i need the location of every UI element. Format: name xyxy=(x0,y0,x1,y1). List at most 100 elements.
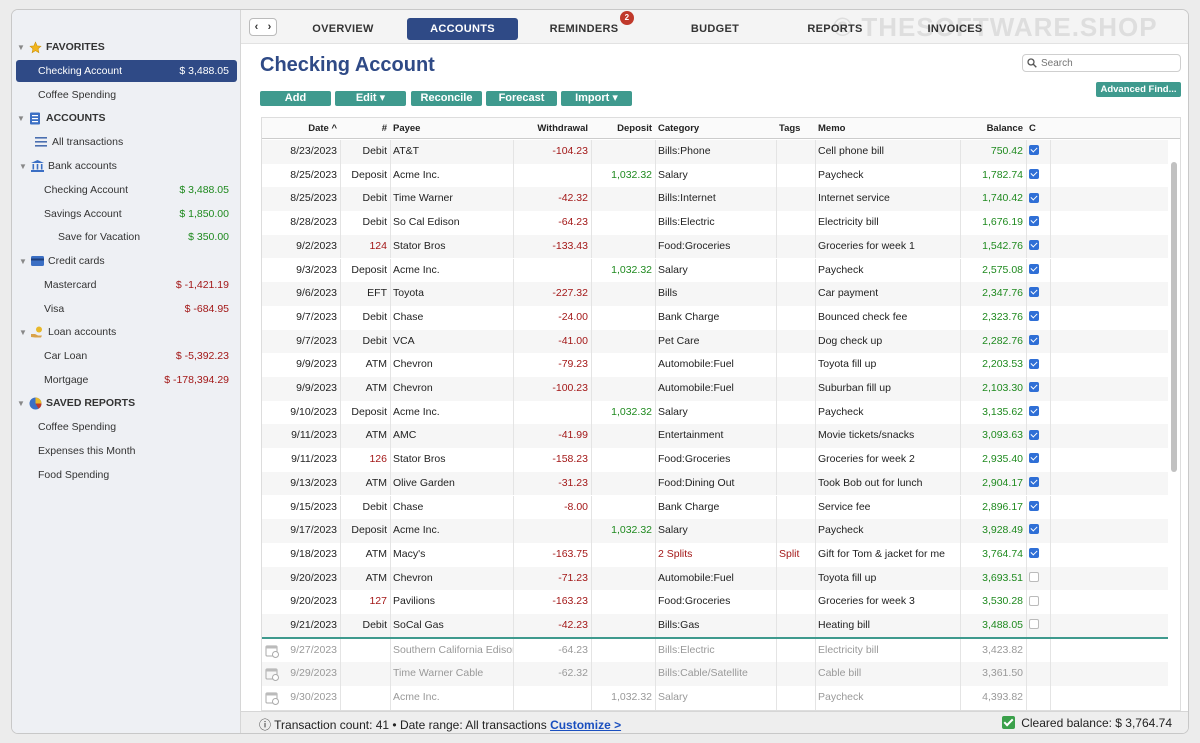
tab-budget[interactable]: BUDGET xyxy=(690,23,740,35)
checkbox-icon[interactable] xyxy=(1029,548,1039,559)
cleared-checkbox[interactable] xyxy=(1026,282,1050,306)
table-row[interactable]: 9/20/2023 ATM Chevron -71.23 Automobile:Fuel… xyxy=(262,566,1168,591)
table-row[interactable]: 8/25/2023 Deposit Acme Inc. 1,032.32 Salary P… xyxy=(262,163,1168,188)
column-header[interactable]: C xyxy=(1029,123,1036,134)
forecast-button[interactable]: Forecast xyxy=(486,91,557,106)
checkbox-icon[interactable] xyxy=(1029,595,1039,606)
table-row[interactable]: 9/9/2023 ATM Chevron -100.23 Automobile:Fuel… xyxy=(262,377,1168,401)
scheduled-row[interactable]: 9/29/2023 Time Warner Cable -62.32 Bills:Ca… xyxy=(262,662,1168,687)
checkbox-icon[interactable] xyxy=(1029,192,1039,203)
cleared-checkbox[interactable] xyxy=(1026,259,1050,283)
checkbox-icon[interactable] xyxy=(1029,287,1039,298)
cleared-checkbox[interactable] xyxy=(1026,496,1050,520)
cleared-checkbox[interactable] xyxy=(1026,472,1050,496)
sidebar-report-coffee[interactable]: Coffee Spending xyxy=(16,416,237,438)
table-row[interactable]: 9/7/2023 Debit Chase -24.00 Bank Charge Bounc… xyxy=(262,305,1168,330)
sidebar-fav-checking[interactable]: Checking Account $ 3,488.05 xyxy=(16,60,237,82)
table-row[interactable]: 9/6/2023 EFT Toyota -227.32 Bills Car payment… xyxy=(262,282,1168,306)
checkbox-icon[interactable] xyxy=(1029,216,1039,227)
cleared-checkbox[interactable] xyxy=(1026,140,1050,164)
cleared-checkbox[interactable] xyxy=(1026,164,1050,188)
cleared-checkbox[interactable] xyxy=(1026,639,1050,663)
sidebar-all-transactions[interactable]: All transactions xyxy=(16,131,237,153)
cleared-checkbox[interactable] xyxy=(1026,590,1050,614)
column-header[interactable]: Withdrawal xyxy=(537,123,588,134)
table-row[interactable]: 9/11/2023 126 Stator Bros -158.23 Food:Groce… xyxy=(262,448,1168,472)
cleared-checkbox[interactable] xyxy=(1026,543,1050,567)
cleared-checkbox[interactable] xyxy=(1026,686,1050,710)
sidebar-fav-coffee[interactable]: Coffee Spending xyxy=(16,84,237,106)
accounts-header[interactable]: ▼ ACCOUNTS xyxy=(12,108,241,128)
cleared-checkbox[interactable] xyxy=(1026,401,1050,425)
edit-button[interactable]: Edit ▾ xyxy=(335,91,406,106)
checkbox-icon[interactable] xyxy=(1029,382,1039,393)
cleared-checkbox[interactable] xyxy=(1026,187,1050,211)
import-button[interactable]: Import ▾ xyxy=(561,91,632,106)
column-header[interactable]: Date ^ xyxy=(308,123,337,134)
cleared-checkbox[interactable] xyxy=(1026,614,1050,638)
column-header[interactable]: Memo xyxy=(818,123,846,134)
cleared-checkbox[interactable] xyxy=(1026,424,1050,448)
checkbox-icon[interactable] xyxy=(1029,500,1039,511)
tab-accounts[interactable]: ACCOUNTS xyxy=(407,18,518,40)
sidebar-report-food[interactable]: Food Spending xyxy=(16,464,237,486)
checkbox-icon[interactable] xyxy=(1029,334,1039,345)
sidebar-group-bank[interactable]: ▼ Bank accounts xyxy=(16,155,237,177)
sidebar-account-mastercard[interactable]: Mastercard $ -1,421.19 xyxy=(16,274,237,296)
checkbox-icon[interactable] xyxy=(1029,524,1039,535)
cleared-checkbox[interactable] xyxy=(1026,662,1050,686)
disclosure-icon[interactable]: ▼ xyxy=(19,256,27,266)
saved-reports-header[interactable]: ▼ SAVED REPORTS xyxy=(12,393,241,413)
column-header[interactable]: Deposit xyxy=(617,123,652,134)
checkbox-icon[interactable] xyxy=(1029,405,1039,416)
table-row[interactable]: 8/23/2023 Debit AT&T -104.23 Bills:Phone Cell… xyxy=(262,140,1168,164)
column-header[interactable]: Category xyxy=(658,123,700,134)
sidebar-account-savings[interactable]: Savings Account $ 1,850.00 xyxy=(16,203,237,225)
table-row[interactable]: 9/18/2023 ATM Macy's -163.75 2 Splits Split Gi… xyxy=(262,542,1168,567)
checkbox-icon[interactable] xyxy=(1029,477,1039,488)
sidebar-account-vacation[interactable]: Save for Vacation $ 350.00 xyxy=(16,226,237,248)
checkbox-icon[interactable] xyxy=(1029,571,1039,582)
favorites-header[interactable]: ▼ FAVORITES xyxy=(12,37,241,57)
cleared-checkbox[interactable] xyxy=(1026,353,1050,377)
tab-invoices[interactable]: INVOICES xyxy=(927,23,983,35)
checkbox-icon[interactable] xyxy=(1029,240,1039,251)
sidebar-group-loan[interactable]: ▼ Loan accounts xyxy=(16,321,237,343)
table-row[interactable]: 9/7/2023 Debit VCA -41.00 Pet Care Dog check … xyxy=(262,329,1168,354)
advanced-find-button[interactable]: Advanced Find... xyxy=(1096,82,1181,97)
reconcile-button[interactable]: Reconcile xyxy=(411,91,482,106)
table-row[interactable]: 9/13/2023 ATM Olive Garden -31.23 Food:Dinin… xyxy=(262,471,1168,496)
scheduled-row[interactable]: 9/27/2023 Southern California Edison -64.2… xyxy=(262,638,1168,663)
cleared-checkbox[interactable] xyxy=(1026,519,1050,543)
cleared-checkbox[interactable] xyxy=(1026,306,1050,330)
column-header[interactable]: Balance xyxy=(986,123,1023,134)
disclosure-icon[interactable]: ▼ xyxy=(19,161,27,171)
tab-overview[interactable]: OVERVIEW xyxy=(312,23,374,35)
search-box[interactable] xyxy=(1022,54,1181,72)
table-row[interactable]: 8/28/2023 Debit So Cal Edison -64.23 Bills:E… xyxy=(262,211,1168,235)
customize-link[interactable]: Customize > xyxy=(550,718,622,732)
column-header[interactable]: # xyxy=(381,123,387,134)
disclosure-icon[interactable]: ▼ xyxy=(19,327,27,337)
disclosure-icon[interactable]: ▼ xyxy=(17,42,25,52)
table-row[interactable]: 9/11/2023 ATM AMC -41.99 Entertainment Movie … xyxy=(262,424,1168,449)
checkbox-icon[interactable] xyxy=(1029,311,1039,322)
table-row[interactable]: 9/20/2023 127 Pavilions -163.23 Food:Groceri… xyxy=(262,590,1168,614)
sidebar-account-mortgage[interactable]: Mortgage $ -178,394.29 xyxy=(16,369,237,391)
column-header[interactable]: Tags xyxy=(779,123,801,134)
table-row[interactable]: 9/21/2023 Debit SoCal Gas -42.23 Bills:Gas He… xyxy=(262,614,1168,638)
checkbox-icon[interactable] xyxy=(1029,145,1039,156)
sidebar-account-visa[interactable]: Visa $ -684.95 xyxy=(16,298,237,320)
checkbox-icon[interactable] xyxy=(1029,429,1039,440)
tab-reminders[interactable]: REMINDERS 2 xyxy=(536,11,634,40)
checkbox-icon[interactable] xyxy=(1029,168,1039,179)
cleared-checkbox[interactable] xyxy=(1026,377,1050,401)
table-row[interactable]: 9/3/2023 Deposit Acme Inc. 1,032.32 Salary Pa… xyxy=(262,258,1168,283)
sidebar-group-credit[interactable]: ▼ Credit cards xyxy=(16,250,237,272)
checkbox-icon[interactable] xyxy=(1029,263,1039,274)
forward-icon[interactable]: › xyxy=(267,21,272,33)
cleared-checkbox[interactable] xyxy=(1026,211,1050,235)
sidebar-account-carloan[interactable]: Car Loan $ -5,392.23 xyxy=(16,345,237,367)
table-row[interactable]: 9/9/2023 ATM Chevron -79.23 Automobile:Fuel T… xyxy=(262,353,1168,377)
cleared-checkbox[interactable] xyxy=(1026,235,1050,259)
